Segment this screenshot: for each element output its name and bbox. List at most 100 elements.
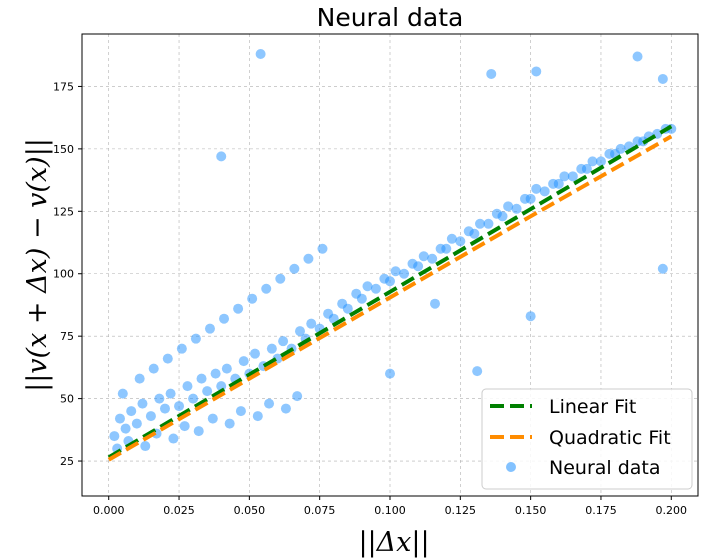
scatter-point <box>264 398 275 409</box>
scatter-point <box>162 353 173 364</box>
scatter-point <box>280 403 291 414</box>
scatter-point <box>472 366 483 377</box>
scatter-point <box>216 151 227 162</box>
scatter-point <box>292 391 303 402</box>
quadratic-fit-line <box>107 134 673 462</box>
scatter-point <box>126 406 137 417</box>
scatter-point <box>469 228 480 239</box>
x-tick-label: 0.000 <box>93 504 125 517</box>
scatter-point <box>567 171 578 182</box>
x-tick-label: 0.125 <box>445 504 477 517</box>
scatter-point <box>174 401 185 412</box>
scatter-point <box>294 326 305 337</box>
scatter-point <box>188 393 199 404</box>
y-tick-label: 175 <box>53 80 74 93</box>
legend-linear-label: Linear Fit <box>549 396 636 418</box>
scatter-point <box>176 343 187 354</box>
scatter-point <box>224 418 235 429</box>
scatter-point <box>418 251 429 262</box>
scatter-point <box>615 143 626 154</box>
scatter-point <box>525 193 536 204</box>
legend-neural-swatch <box>506 462 516 472</box>
scatter-point <box>109 431 120 442</box>
scatter-point <box>168 433 179 444</box>
x-tick-label: 0.025 <box>163 504 195 517</box>
scatter-point <box>455 236 466 247</box>
x-axis-label: ||Δx|| <box>358 527 429 558</box>
scatter-point <box>202 386 213 397</box>
scatter-point <box>503 201 514 212</box>
scatter-point <box>233 303 244 314</box>
scatter-point <box>193 426 204 437</box>
scatter-point <box>427 253 438 264</box>
scatter-point <box>131 418 142 429</box>
y-tick-label: 75 <box>60 330 74 343</box>
scatter-point <box>399 268 410 279</box>
y-axis-label: ||v(x + Δx) − v(x)|| <box>22 138 53 392</box>
scatter-point <box>219 313 230 324</box>
x-tick-label: 0.100 <box>374 504 406 517</box>
scatter-point <box>207 413 218 424</box>
scatter-point <box>210 368 221 379</box>
scatter-point <box>385 368 395 379</box>
chart-title: Neural data <box>317 3 464 32</box>
scatter-point <box>390 266 401 277</box>
scatter-point <box>235 406 246 417</box>
y-tick-label: 25 <box>60 455 74 468</box>
legend-neural-label: Neural data <box>549 457 661 479</box>
legend-quadratic-label: Quadratic Fit <box>549 427 671 449</box>
scatter-point <box>134 373 145 384</box>
scatter-points <box>109 48 677 454</box>
scatter-point <box>249 348 260 359</box>
scatter-point <box>531 183 542 194</box>
fit-lines <box>107 124 673 462</box>
scatter-point <box>413 261 424 272</box>
grid <box>82 34 698 496</box>
scatter-point <box>148 363 159 374</box>
scatter-point <box>342 303 353 314</box>
x-tick-label: 0.075 <box>304 504 336 517</box>
scatter-point <box>303 253 314 264</box>
scatter-point <box>657 73 668 84</box>
scatter-point <box>252 411 263 422</box>
scatter-point <box>441 243 452 254</box>
scatter-point <box>255 48 266 59</box>
linear-fit-line <box>107 124 673 460</box>
scatter-point <box>165 388 176 399</box>
scatter-point <box>595 156 606 167</box>
scatter-point <box>317 243 328 254</box>
scatter-point <box>370 283 381 294</box>
legend-box <box>481 388 693 490</box>
x-tick-label: 0.050 <box>234 504 266 517</box>
scatter-point <box>204 323 215 334</box>
scatter-point <box>511 203 522 214</box>
legend: Linear Fit Quadratic Fit Neural data <box>481 388 693 490</box>
scatter-point <box>154 393 165 404</box>
scatter-point <box>196 373 207 384</box>
scatter-point <box>539 186 550 197</box>
scatter-point <box>475 218 486 229</box>
scatter-point <box>559 171 570 182</box>
scatter-point <box>247 293 258 304</box>
scatter-point <box>385 276 395 287</box>
scatter-point <box>362 281 373 292</box>
scatter-point <box>531 66 542 77</box>
scatter-point <box>483 218 494 229</box>
scatter-point <box>182 381 193 392</box>
y-tick-label: 50 <box>60 393 74 406</box>
scatter-point <box>657 263 668 274</box>
scatter-point <box>306 318 317 329</box>
scatter-point <box>179 421 190 432</box>
scatter-point <box>159 403 170 414</box>
scatter-point <box>117 388 128 399</box>
scatter-point <box>497 211 508 222</box>
scatter-point <box>190 333 201 344</box>
scatter-point <box>261 283 272 294</box>
scatter-point <box>289 263 300 274</box>
scatter-point <box>140 441 151 452</box>
scatter-point <box>553 178 564 189</box>
scatter-point <box>238 356 249 367</box>
y-tick-label: 100 <box>53 268 74 281</box>
scatter-point <box>137 398 148 409</box>
y-axis-ticks: 25 50 75 100 125 150 175 <box>53 80 82 468</box>
